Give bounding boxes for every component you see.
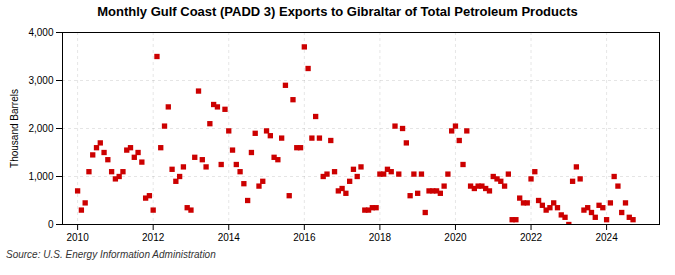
svg-text:2012: 2012 xyxy=(142,232,165,243)
html-text:Monthly Gulf Coast (PADD 3) Ex: Monthly Gulf Coast (PADD 3) Exports to G… xyxy=(97,4,578,19)
svg-text:Thousand Barrels: Thousand Barrels xyxy=(9,89,20,168)
svg-text:2024: 2024 xyxy=(595,232,618,243)
svg-text:2018: 2018 xyxy=(369,232,392,243)
svg-text:3,000: 3,000 xyxy=(28,75,53,86)
svg-text:1,000: 1,000 xyxy=(28,171,53,182)
html-text:Source: U.S. Energy Informatio: Source: U.S. Energy Information Administ… xyxy=(6,249,216,260)
svg-text:2014: 2014 xyxy=(218,232,241,243)
svg-text:2016: 2016 xyxy=(293,232,316,243)
svg-text:4,000: 4,000 xyxy=(28,27,53,38)
svg-text:2020: 2020 xyxy=(444,232,467,243)
svg-text:2,000: 2,000 xyxy=(28,123,53,134)
svg-text:0: 0 xyxy=(48,219,54,230)
svg-text:2022: 2022 xyxy=(520,232,543,243)
svg-text:2010: 2010 xyxy=(66,232,89,243)
